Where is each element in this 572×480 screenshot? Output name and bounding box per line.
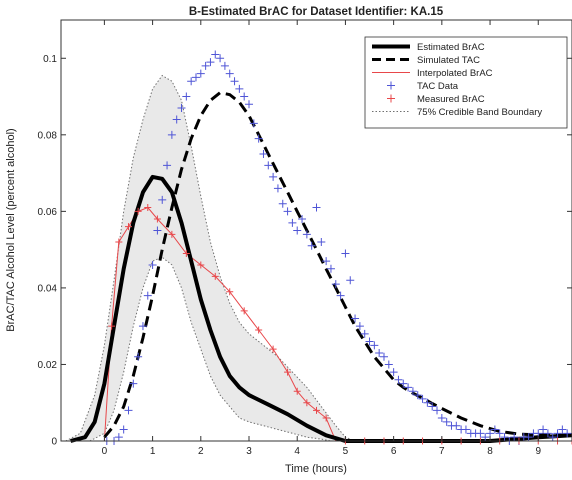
x-tick-label: 3	[246, 446, 252, 457]
legend-label-band: 75% Credible Band Boundary	[417, 107, 542, 118]
x-axis-label: Time (hours)	[285, 463, 347, 475]
legend-label-tac-data: TAC Data	[417, 81, 459, 92]
y-tick-label: 0	[51, 437, 57, 448]
x-tick-label: 0	[102, 446, 108, 457]
chart-title: B-Estimated BrAC for Dataset Identifier:…	[189, 6, 444, 18]
y-axis-label: BrAC/TAC Alcohol Level (percent alcohol)	[5, 128, 17, 331]
x-tick-label: 4	[294, 446, 300, 457]
x-tick-label: 7	[439, 446, 445, 457]
x-tick-label: 8	[487, 446, 493, 457]
x-tick-label: 1	[150, 446, 156, 457]
legend-label-interpolated: Interpolated BrAC	[417, 68, 493, 79]
x-tick-label: 5	[343, 446, 349, 457]
legend-label-simulated: Simulated TAC	[417, 55, 480, 66]
legend-label-measured: Measured BrAC	[417, 94, 485, 105]
x-tick-label: 9	[535, 446, 541, 457]
y-tick-label: 0.08	[38, 130, 58, 141]
y-tick-label: 0.06	[38, 207, 58, 218]
y-tick-label: 0.04	[38, 283, 58, 294]
x-tick-label: 6	[391, 446, 397, 457]
x-tick-label: 2	[198, 446, 204, 457]
y-tick-label: 0.02	[38, 360, 58, 371]
legend: Estimated BrAC Simulated TAC Interpolate…	[365, 37, 567, 128]
legend-label-estimated: Estimated BrAC	[417, 42, 485, 53]
y-tick-label: 0.1	[43, 54, 57, 65]
